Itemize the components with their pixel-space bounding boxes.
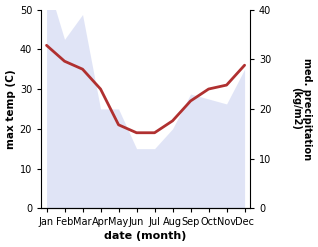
- Y-axis label: med. precipitation
(kg/m2): med. precipitation (kg/m2): [291, 58, 313, 160]
- X-axis label: date (month): date (month): [104, 231, 187, 242]
- Y-axis label: max temp (C): max temp (C): [5, 69, 16, 149]
